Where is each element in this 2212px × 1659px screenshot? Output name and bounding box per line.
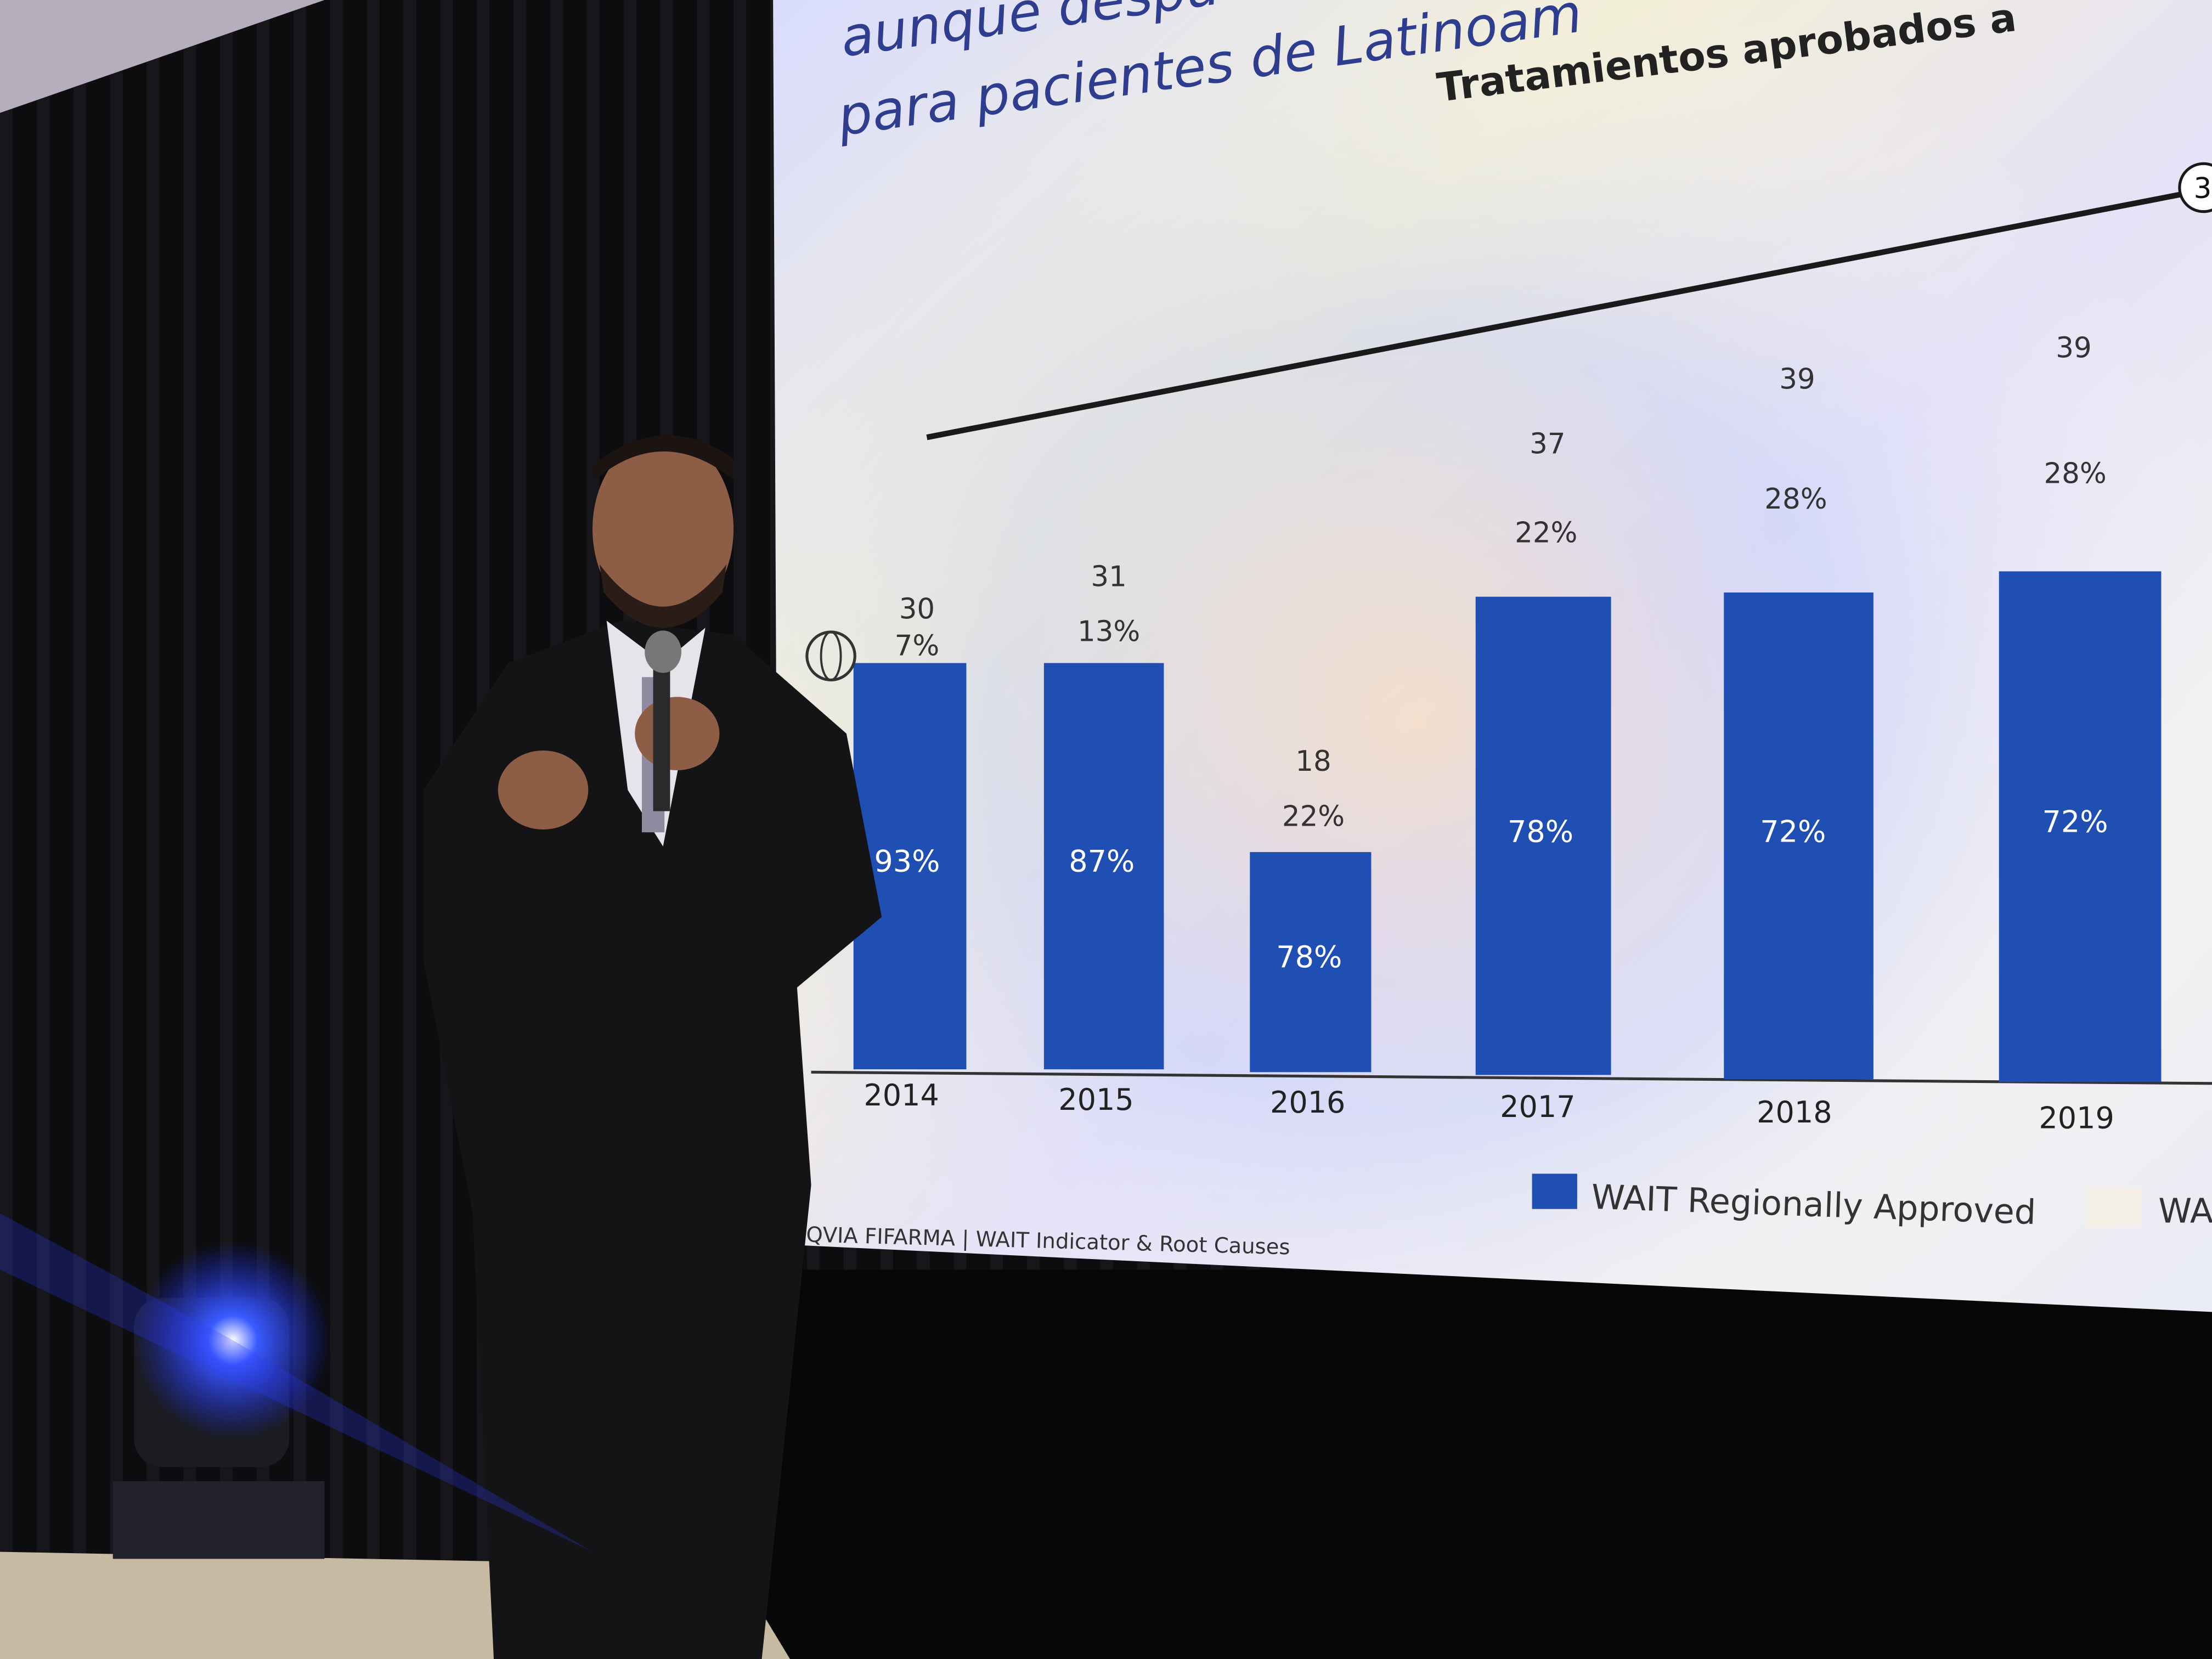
bar — [853, 663, 967, 1070]
bar-top-share-label: 22% — [1515, 517, 1577, 550]
year-label: 2015 — [1058, 1082, 1133, 1117]
bar-total-label: 39 — [1779, 363, 1815, 396]
year-label: 2018 — [1757, 1095, 1832, 1130]
year-label: 2014 — [864, 1078, 939, 1113]
bar-total-label: 37 — [1530, 428, 1565, 461]
bar-share-label: 72% — [1760, 814, 1826, 849]
axis-baseline — [811, 1070, 2212, 1085]
bar-total-label: 31 — [1091, 560, 1126, 593]
legend-label: WA — [2158, 1192, 2212, 1231]
bar-top-share-label: 28% — [1764, 483, 1827, 516]
year-label: 2019 — [2039, 1101, 2114, 1135]
bar-share-label: 93% — [874, 844, 940, 878]
speaker — [423, 435, 882, 1659]
bar-top-share-label: 13% — [1077, 616, 1140, 648]
line-end-label: 3 — [2194, 172, 2212, 205]
stage-base — [761, 1269, 2212, 1659]
bar-total-label: 30 — [899, 592, 935, 625]
wall — [0, 0, 325, 113]
legend-swatch — [2085, 1188, 2142, 1228]
year-label: 2017 — [1500, 1090, 1575, 1124]
bar-share-label: 78% — [1276, 940, 1342, 974]
bar — [1724, 592, 1874, 1080]
year-label: 2016 — [1270, 1085, 1345, 1120]
bar-total-label: 18 — [1295, 745, 1331, 778]
stage-light — [0, 1213, 592, 1559]
bar-total-label: 39 — [2056, 332, 2091, 365]
globe-icon — [820, 631, 842, 681]
bar — [1999, 571, 2162, 1082]
bar-share-label: 72% — [2042, 804, 2108, 839]
legend-swatch — [1532, 1173, 1577, 1209]
trend-line — [926, 191, 2180, 441]
bar — [1250, 852, 1372, 1073]
bar — [1475, 596, 1611, 1075]
bar-top-share-label: 28% — [2044, 458, 2106, 490]
bar-share-label: 78% — [1508, 814, 1573, 849]
bar-top-share-label: 22% — [1282, 800, 1345, 833]
line-end-marker — [2178, 162, 2212, 213]
bar — [1043, 663, 1164, 1070]
bar-share-label: 87% — [1069, 844, 1135, 878]
bar-top-share-label: 7% — [895, 629, 940, 662]
